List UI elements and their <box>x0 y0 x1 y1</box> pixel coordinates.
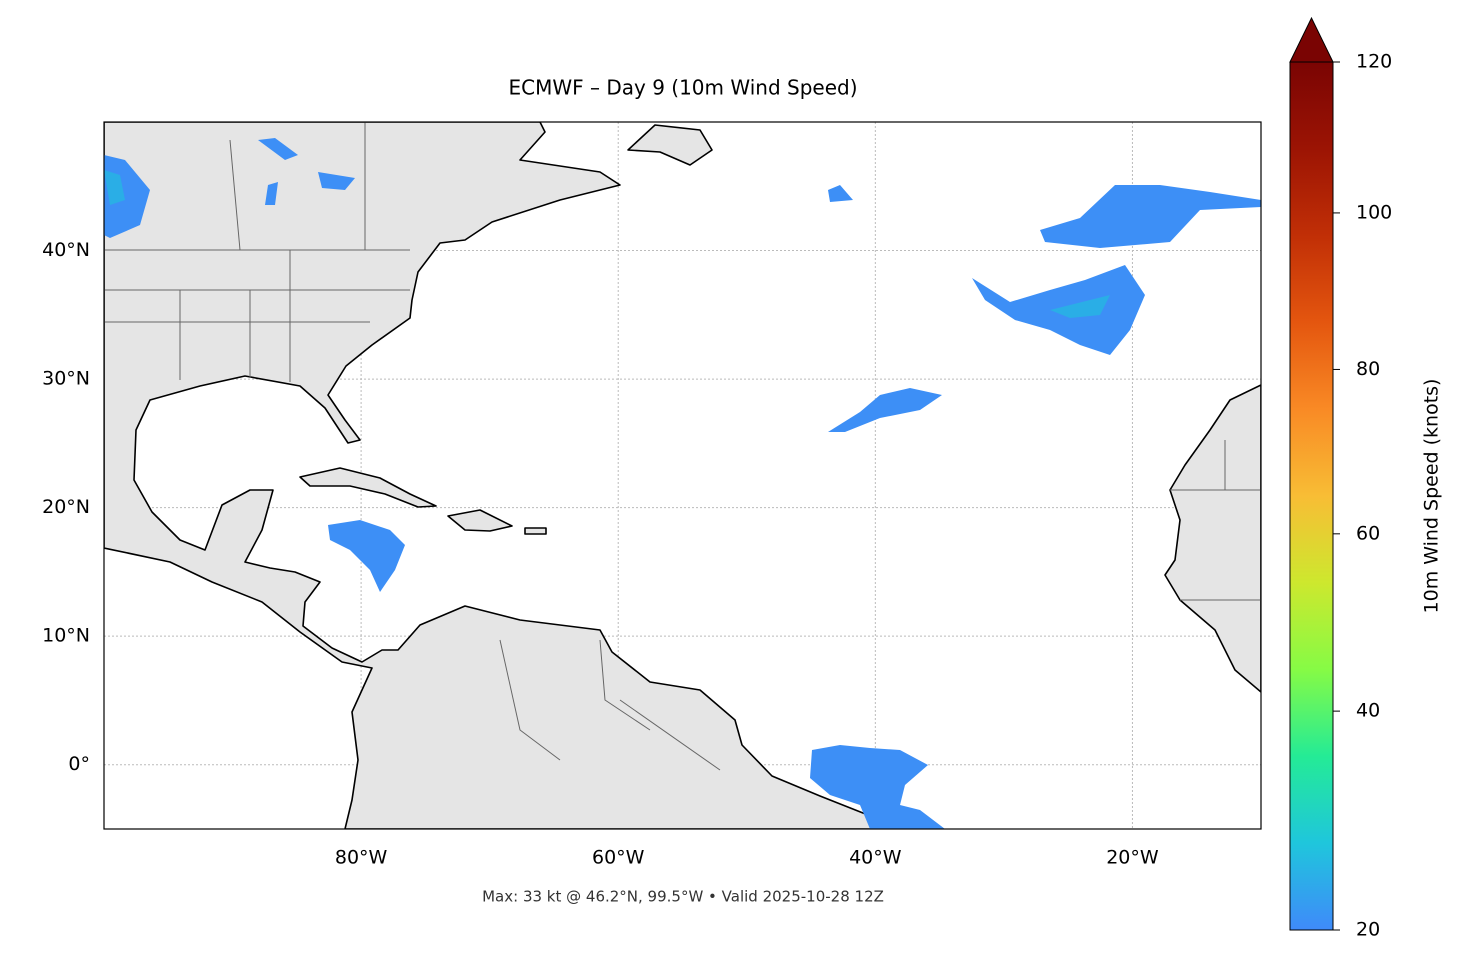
map-footer: Max: 33 kt @ 46.2°N, 99.5°W • Valid 2025… <box>482 888 884 906</box>
basemap <box>104 122 1261 829</box>
colorbar-tick-label: 120 <box>1356 51 1392 73</box>
y-tick-label: 20°N <box>42 496 90 518</box>
x-tick-label: 40°W <box>849 847 902 869</box>
colorbar-tick-label: 100 <box>1356 201 1392 223</box>
cuba <box>299 467 437 508</box>
colorbar-tick-label: 40 <box>1356 700 1380 722</box>
x-tick-label: 20°W <box>1106 847 1159 869</box>
map-title: ECMWF – Day 9 (10m Wind Speed) <box>509 76 858 100</box>
hispaniola <box>447 509 513 532</box>
colorbar-tick-label: 20 <box>1356 919 1380 941</box>
x-tick-label: 80°W <box>335 847 388 869</box>
colorbar-tick-label: 80 <box>1356 358 1380 380</box>
colorbar-extend <box>1289 16 1334 63</box>
borders <box>104 122 1261 771</box>
map-frame <box>103 121 1262 830</box>
x-tick-label: 60°W <box>592 847 645 869</box>
y-tick-label: 0° <box>68 753 90 775</box>
y-tick-label: 40°N <box>42 239 90 261</box>
colorbar-label: 10m Wind Speed (knots) <box>1421 379 1443 614</box>
colorbar <box>1289 61 1334 931</box>
wind-patch <box>104 138 1261 829</box>
y-tick-label: 10°N <box>42 625 90 647</box>
americas <box>104 122 911 829</box>
puerto-rico <box>524 527 547 535</box>
colorbar-tick-label: 60 <box>1356 522 1380 544</box>
y-tick-label: 30°N <box>42 368 90 390</box>
newfoundland <box>627 124 713 166</box>
africa <box>1164 384 1261 693</box>
